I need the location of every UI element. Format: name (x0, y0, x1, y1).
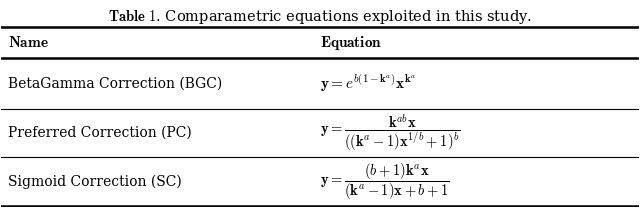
Text: $\mathbf{Equation}$: $\mathbf{Equation}$ (320, 34, 382, 52)
Text: BetaGamma Correction (BGC): BetaGamma Correction (BGC) (8, 76, 222, 90)
Text: $\mathbf{y} = \dfrac{(b+1)\mathbf{k}^{a}\mathbf{x}}{(\mathbf{k}^{a}-1)\mathbf{x}: $\mathbf{y} = \dfrac{(b+1)\mathbf{k}^{a}… (320, 161, 450, 202)
Text: Sigmoid Correction (SC): Sigmoid Correction (SC) (8, 175, 182, 189)
Text: $\mathbf{Name}$: $\mathbf{Name}$ (8, 35, 49, 50)
Text: $\mathbf{Table\ 1}$. Comparametric equations exploited in this study.: $\mathbf{Table\ 1}$. Comparametric equat… (108, 8, 532, 26)
Text: Preferred Correction (PC): Preferred Correction (PC) (8, 126, 191, 140)
Text: $\mathbf{y} = \dfrac{\mathbf{k}^{ab}\mathbf{x}}{((\mathbf{k}^{a}-1)\mathbf{x}^{1: $\mathbf{y} = \dfrac{\mathbf{k}^{ab}\mat… (320, 112, 461, 153)
Text: $\mathbf{y} = e^{b(1-\mathbf{k}^{a})}\mathbf{x}^{\mathbf{k}^{a}}$: $\mathbf{y} = e^{b(1-\mathbf{k}^{a})}\ma… (320, 73, 416, 94)
